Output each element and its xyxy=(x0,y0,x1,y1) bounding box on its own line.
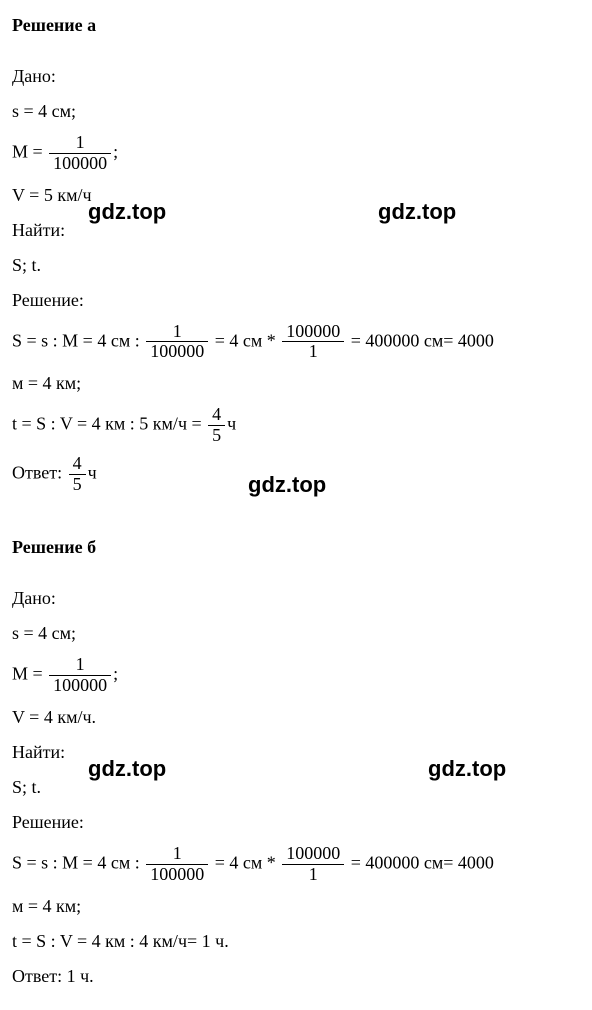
fraction: 45 xyxy=(69,454,86,495)
eq-before: t = S : V = 4 км : 5 км/ч = xyxy=(12,414,206,434)
equation-line: M = 1100000; xyxy=(12,133,580,174)
fraction: 45 xyxy=(208,405,225,446)
fraction-numerator: 1 xyxy=(146,322,208,343)
fraction-denominator: 100000 xyxy=(49,154,111,174)
answer-line: Ответ: 45ч xyxy=(12,454,580,495)
fraction-denominator: 100000 xyxy=(49,676,111,696)
eq-before: M = xyxy=(12,141,47,161)
text-line: S; t. xyxy=(12,774,580,801)
eq-part: S = s : M = 4 см : xyxy=(12,330,144,350)
equation-line: M = 1100000; xyxy=(12,655,580,696)
text-line: Решение: xyxy=(12,287,580,314)
text-line: V = 4 км/ч. xyxy=(12,704,580,731)
text-line: Найти: xyxy=(12,739,580,766)
text-line: Решение: xyxy=(12,809,580,836)
section-title: Решение б xyxy=(12,534,580,561)
fraction-denominator: 1 xyxy=(282,865,344,885)
text-line: V = 5 км/ч xyxy=(12,182,580,209)
fraction: 1100000 xyxy=(49,655,111,696)
fraction-numerator: 100000 xyxy=(282,844,344,865)
equation-line: t = S : V = 4 км : 5 км/ч = 45ч xyxy=(12,405,580,446)
answer-after: ч xyxy=(88,462,97,482)
fraction: 1000001 xyxy=(282,844,344,885)
fraction-denominator: 1 xyxy=(282,342,344,362)
eq-part: = 4 см * xyxy=(210,330,280,350)
fraction-numerator: 100000 xyxy=(282,322,344,343)
text-line: Найти: xyxy=(12,217,580,244)
eq-after: ; xyxy=(113,664,118,684)
fraction-denominator: 5 xyxy=(208,426,225,446)
equation-line: S = s : M = 4 см : 1100000 = 4 см * 1000… xyxy=(12,844,580,885)
fraction-numerator: 4 xyxy=(69,454,86,475)
fraction-denominator: 5 xyxy=(69,475,86,495)
text-line: Ответ: 1 ч. xyxy=(12,963,580,990)
text-line: Дано: xyxy=(12,63,580,90)
text-line: s = 4 см; xyxy=(12,620,580,647)
fraction-numerator: 4 xyxy=(208,405,225,426)
fraction: 1100000 xyxy=(49,133,111,174)
eq-before: M = xyxy=(12,664,47,684)
fraction: 1000001 xyxy=(282,322,344,363)
answer-label: Ответ: xyxy=(12,462,67,482)
eq-part: = 400000 см= 4000 xyxy=(346,330,494,350)
solution-section: Решение аДано:s = 4 см;M = 1100000;V = 5… xyxy=(12,12,580,494)
section-title: Решение а xyxy=(12,12,580,39)
text-line: s = 4 см; xyxy=(12,98,580,125)
eq-after: ч xyxy=(227,414,236,434)
text-line: t = S : V = 4 км : 4 км/ч= 1 ч. xyxy=(12,928,580,955)
eq-after: ; xyxy=(113,141,118,161)
fraction-numerator: 1 xyxy=(146,844,208,865)
solution-section: Решение бДано:s = 4 см;M = 1100000;V = 4… xyxy=(12,534,580,989)
text-line: Дано: xyxy=(12,585,580,612)
text-line: м = 4 км; xyxy=(12,370,580,397)
fraction: 1100000 xyxy=(146,322,208,363)
text-line: S; t. xyxy=(12,252,580,279)
fraction-numerator: 1 xyxy=(49,655,111,676)
equation-line: S = s : M = 4 см : 1100000 = 4 см * 1000… xyxy=(12,322,580,363)
fraction: 1100000 xyxy=(146,844,208,885)
fraction-denominator: 100000 xyxy=(146,342,208,362)
eq-part: = 400000 см= 4000 xyxy=(346,852,494,872)
document-body: Решение аДано:s = 4 см;M = 1100000;V = 5… xyxy=(12,12,580,990)
text-line: м = 4 км; xyxy=(12,893,580,920)
fraction-denominator: 100000 xyxy=(146,865,208,885)
fraction-numerator: 1 xyxy=(49,133,111,154)
eq-part: = 4 см * xyxy=(210,852,280,872)
eq-part: S = s : M = 4 см : xyxy=(12,852,144,872)
